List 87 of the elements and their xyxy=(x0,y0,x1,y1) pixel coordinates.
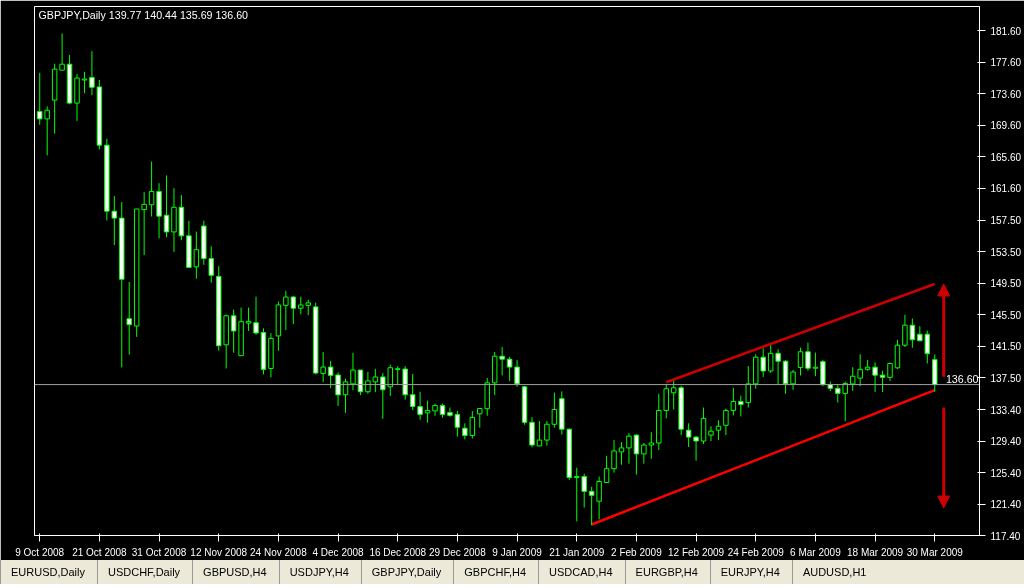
candlestick xyxy=(253,296,259,336)
y-tick-label: 181.60 xyxy=(990,25,1022,37)
x-tick-label: 9 Oct 2008 xyxy=(15,546,65,558)
candlestick xyxy=(820,359,826,387)
y-tick-label: 125.40 xyxy=(990,467,1022,479)
candlestick xyxy=(805,342,811,372)
candlestick xyxy=(529,416,535,448)
candlestick xyxy=(603,455,610,484)
x-tick-label: 2 Feb 2009 xyxy=(611,546,663,558)
candlestick xyxy=(111,195,118,246)
candlestick xyxy=(618,441,625,466)
candlestick xyxy=(89,50,95,96)
text: GBPCHF,H4 xyxy=(453,560,537,584)
candlestick xyxy=(723,407,729,436)
text: EURJPY,H4 xyxy=(709,560,790,584)
y-tick-label: 173.60 xyxy=(990,88,1022,100)
candlestick xyxy=(641,442,647,465)
candlestick xyxy=(730,387,737,416)
text: GBPJPY,Daily xyxy=(360,560,452,584)
candlestick xyxy=(633,433,640,476)
x-tick-label: 16 Dec 2008 xyxy=(369,546,427,558)
x-tick-label: 24 Feb 2009 xyxy=(727,546,785,558)
x-tick-label: 18 Mar 2009 xyxy=(847,546,904,558)
text: USDJPY,H4 xyxy=(278,560,359,584)
candlestick xyxy=(648,431,655,460)
candlestick xyxy=(350,352,356,391)
candlestick xyxy=(536,420,543,447)
candlestick xyxy=(887,361,893,382)
candlestick xyxy=(245,307,252,332)
chart-title: GBPJPY,Daily 139.77 140.44 135.69 136.60 xyxy=(38,8,249,21)
candlestick xyxy=(544,420,550,447)
y-tick-label: 129.40 xyxy=(990,436,1022,448)
y-tick-label: 153.50 xyxy=(990,246,1022,258)
text: EURGBP,H4 xyxy=(624,560,708,584)
candlestick xyxy=(626,432,632,465)
candlestick xyxy=(327,360,334,389)
x-tick-label: 12 Feb 2009 xyxy=(668,546,725,558)
candlestick xyxy=(693,435,699,462)
y-tick-label: 177.60 xyxy=(990,57,1022,69)
x-tick-label: 31 Oct 2008 xyxy=(131,546,187,558)
candlestick xyxy=(506,356,513,382)
x-tick-label: 30 Mar 2009 xyxy=(906,546,964,558)
candlestick xyxy=(685,422,692,448)
text: GBPUSD,H4 xyxy=(192,560,277,584)
x-tick-label: 4 Dec 2008 xyxy=(312,546,365,558)
candlestick xyxy=(797,347,804,377)
y-tick-label: 145.50 xyxy=(990,309,1022,321)
candlestick xyxy=(790,369,796,391)
x-tick-label: 21 Oct 2008 xyxy=(72,546,128,558)
y-tick-label: 121.40 xyxy=(990,499,1022,511)
y-tick-label: 141.50 xyxy=(990,341,1022,353)
candlestick xyxy=(611,439,617,474)
candlestick xyxy=(424,400,431,424)
y-tick-label: 161.60 xyxy=(990,183,1022,195)
candlestick xyxy=(447,407,453,418)
candlestick xyxy=(700,407,707,445)
y-tick-label: 133.40 xyxy=(990,404,1022,416)
x-tick-label: 9 Jan 2009 xyxy=(492,546,543,558)
candlestick xyxy=(454,410,461,438)
candlestick xyxy=(894,339,901,370)
x-tick-label: 21 Jan 2009 xyxy=(549,546,605,558)
candlestick xyxy=(148,161,155,218)
candlestick xyxy=(812,352,819,377)
candlestick xyxy=(81,71,88,94)
candlestick xyxy=(514,359,520,388)
candlestick xyxy=(163,174,170,238)
y-tick-label: 165.60 xyxy=(990,151,1022,163)
candlestick xyxy=(879,370,886,393)
x-tick-label: 12 Nov 2008 xyxy=(190,546,248,558)
candlestick xyxy=(335,371,341,407)
text: USDCAD,H4 xyxy=(538,560,623,584)
text: USDCHF,Daily xyxy=(96,560,191,584)
text: AUDUSD,H1 xyxy=(791,560,877,584)
y-tick-label: 117.40 xyxy=(990,530,1021,542)
candlestick xyxy=(126,281,132,356)
candlestick xyxy=(551,391,558,429)
text: EURUSD,Daily xyxy=(0,560,95,584)
ref-line-label: 136.60 xyxy=(945,372,979,385)
y-tick-label: 157.50 xyxy=(990,215,1022,227)
x-tick-label: 29 Dec 2008 xyxy=(429,546,487,558)
y-tick-label: 137.50 xyxy=(990,372,1022,384)
candlestick xyxy=(708,425,714,442)
x-tick-label: 6 Mar 2009 xyxy=(790,546,842,558)
y-tick-label: 169.60 xyxy=(990,120,1022,132)
x-tick-label: 24 Nov 2008 xyxy=(250,546,308,558)
y-tick-label: 149.50 xyxy=(990,278,1022,290)
candlestick xyxy=(715,419,722,441)
